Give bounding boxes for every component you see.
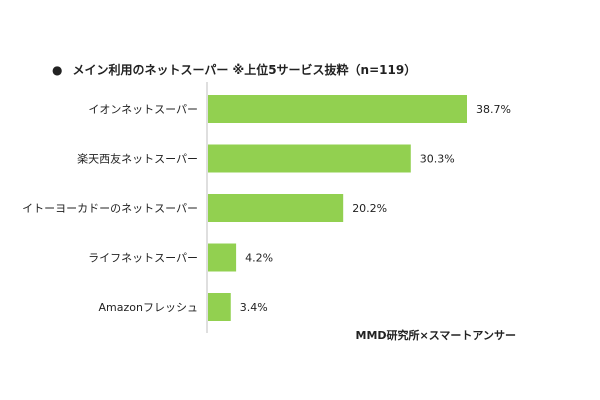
data-label: 3.4% [240,301,268,314]
bar [208,293,231,321]
data-label: 30.3% [420,153,455,166]
bar [208,144,411,173]
bar [208,194,344,222]
chart-title: ● メイン利用のネットスーパー ※上位5サービス抜粋（n=119） [52,61,416,78]
category-label: イオンネットスーパー [88,103,198,116]
bar [208,243,237,272]
chart-title-text: メイン利用のネットスーパー ※上位5サービス抜粋（n=119） [72,63,417,77]
category-label: 楽天西友ネットスーパー [77,152,198,166]
data-label: 4.2% [245,252,273,265]
title-bullet: ● [52,63,63,77]
source-credit: MMD研究所×スマートアンサー [355,329,516,342]
category-label: Amazonフレッシュ [99,301,198,314]
category-label: イトーヨーカドーのネットスーパー [22,202,198,215]
data-label: 20.2% [352,202,387,215]
category-label: ライフネットスーパー [88,252,198,265]
data-label: 38.7% [476,103,511,116]
bar [208,95,467,123]
